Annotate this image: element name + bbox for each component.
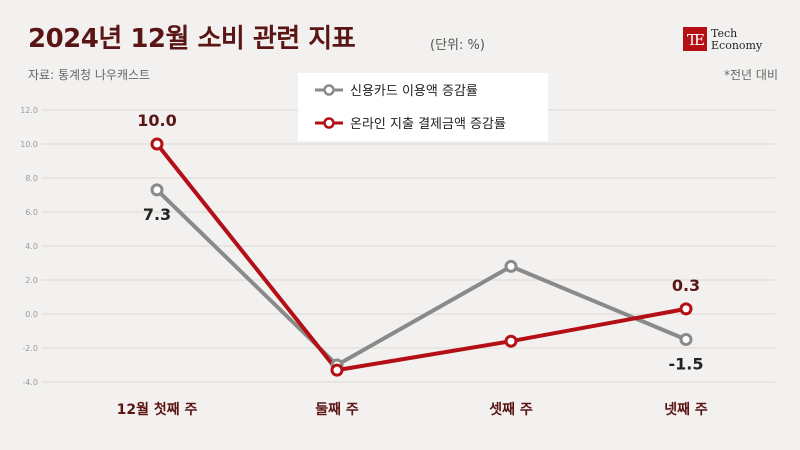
legend-box: [298, 73, 548, 141]
y-tick-label: 8.0: [25, 174, 38, 183]
svg-text:E: E: [694, 31, 705, 49]
y-tick-label: 4.0: [25, 242, 38, 251]
data-point: [150, 137, 164, 151]
y-tick-label: 10.0: [20, 140, 38, 149]
y-tick-label: -4.0: [22, 378, 38, 387]
x-tick-label: 셋째 주: [489, 401, 533, 418]
chart-title: 2024년 12월 소비 관련 지표: [28, 24, 356, 54]
y-tick-label: 0.0: [25, 310, 38, 319]
data-point: [330, 363, 344, 377]
legend-label-online: 온라인 지출 결제금액 증감률: [350, 117, 506, 132]
y-tick-label: 6.0: [25, 208, 38, 217]
data-point: [150, 183, 164, 197]
legend-marker-online: [323, 117, 335, 129]
legend-marker-credit: [323, 84, 335, 96]
data-point: [504, 334, 518, 348]
legend: 신용카드 이용액 증감률 온라인 지출 결제금액 증감률: [298, 73, 548, 141]
data-label: 10.0: [137, 111, 176, 130]
legend-label-credit: 신용카드 이용액 증감률: [350, 84, 478, 99]
y-tick-label: 2.0: [25, 276, 38, 285]
data-label: 7.3: [143, 205, 171, 224]
y-tick-label: 12.0: [20, 106, 38, 115]
tech-economy-logo: T E: [683, 27, 707, 51]
source-label: 자료: 통계청 나우캐스트: [28, 68, 151, 82]
series-line-0: [155, 188, 687, 367]
logo-text: Tech Economy: [711, 28, 762, 52]
svg-text:T: T: [687, 31, 697, 49]
logo-text-line1: Tech: [711, 27, 738, 40]
y-tick-label: -2.0: [22, 344, 38, 353]
series-line-1: [155, 142, 687, 373]
unit-label: (단위: %): [430, 38, 485, 53]
data-label: 0.3: [672, 276, 700, 295]
data-point: [679, 302, 693, 316]
data-label: -1.5: [669, 355, 704, 374]
x-tick-label: 넷째 주: [664, 401, 708, 418]
x-tick-label: 둘째 주: [315, 402, 359, 418]
data-point: [504, 259, 518, 273]
logo-text-line2: Economy: [711, 39, 763, 52]
x-tick-label: 12월 첫째 주: [117, 401, 198, 418]
data-point: [679, 333, 693, 346]
note-label: *전년 대비: [724, 68, 778, 82]
